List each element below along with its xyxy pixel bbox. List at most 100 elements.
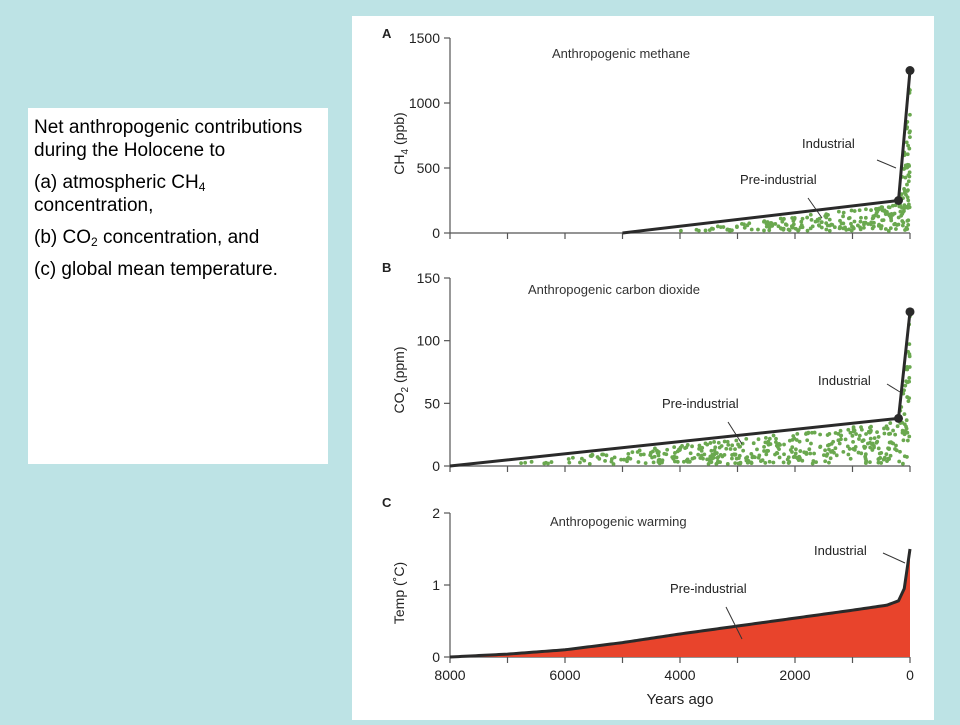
stipple-dot xyxy=(857,208,862,213)
stipple-dot xyxy=(869,428,873,433)
stipple-dot xyxy=(813,219,818,224)
stipple-dot xyxy=(762,444,766,449)
stipple-dot xyxy=(907,174,912,179)
stipple-dot xyxy=(869,424,873,429)
stipple-dot xyxy=(797,454,802,459)
stipple-dot xyxy=(742,222,746,227)
data-point-marker xyxy=(905,66,915,75)
stipple-dot xyxy=(751,441,756,446)
stipple-dot xyxy=(744,436,749,441)
stipple-dot xyxy=(907,146,912,151)
series-line xyxy=(449,548,912,659)
stipple-dot xyxy=(672,445,677,450)
stipple-dot xyxy=(848,430,853,435)
stipple-dot xyxy=(638,452,643,457)
stipple-dot xyxy=(853,444,858,449)
caption-item-a-sub: 4 xyxy=(198,180,206,194)
stipple-dot xyxy=(906,163,911,167)
stipple-dot xyxy=(767,224,772,229)
stipple-dot xyxy=(694,227,699,232)
stipple-dot xyxy=(825,433,830,437)
stipple-dot xyxy=(685,443,690,447)
data-point-marker xyxy=(894,413,903,423)
stipple-dot xyxy=(619,457,624,462)
stipple-dot xyxy=(756,455,761,460)
stipple-dot xyxy=(597,456,602,461)
stipple-dot xyxy=(837,441,842,446)
stipple-dot xyxy=(848,456,853,461)
stipple-dot xyxy=(905,182,909,187)
stipple-dot xyxy=(636,460,641,464)
stipple-dot xyxy=(900,223,905,228)
stipple-dot xyxy=(722,439,727,444)
stipple-dot xyxy=(849,228,854,233)
annotation-leader-pre-industrial xyxy=(725,606,743,640)
caption-box: Net anthropogenic contributions during t… xyxy=(28,108,328,464)
stipple-dot xyxy=(579,456,584,461)
stipple-dot xyxy=(891,428,895,433)
stipple-dot xyxy=(738,444,742,449)
stipple-dot xyxy=(888,453,893,458)
stipple-dot xyxy=(696,452,701,457)
y-tick-label: 150 xyxy=(417,270,441,286)
stipple-dot xyxy=(692,455,697,460)
caption-item-a-prefix: (a) atmospheric CH xyxy=(34,172,199,193)
stipple-dot xyxy=(660,458,665,463)
stipple-dot xyxy=(903,383,908,388)
stipple-dot xyxy=(888,226,893,231)
stipple-dot xyxy=(896,222,901,227)
stipple-dot xyxy=(905,430,910,435)
stipple-dot xyxy=(883,227,888,231)
stipple-dot xyxy=(762,219,767,224)
stipple-dot xyxy=(864,432,868,436)
stipple-dot xyxy=(823,459,828,464)
stipple-dot xyxy=(868,222,873,227)
stipple-dot xyxy=(733,461,738,466)
stipple-dot xyxy=(706,461,711,466)
stipple-dot xyxy=(872,436,877,441)
stipple-dot xyxy=(792,454,797,459)
stipple-dot xyxy=(863,461,868,466)
stipple-dot xyxy=(752,455,757,460)
stipple-dot xyxy=(846,427,851,432)
stipple-dot xyxy=(906,198,911,203)
stipple-dot xyxy=(734,456,739,461)
stipple-dot xyxy=(860,439,865,443)
stipple-dot xyxy=(893,432,898,437)
stipple-dot xyxy=(777,455,782,460)
y-tick-label: 50 xyxy=(424,395,440,411)
stipple-dot xyxy=(882,455,887,460)
stipple-dot xyxy=(810,430,814,435)
stipple-dot xyxy=(641,452,646,457)
stipple-dot xyxy=(879,224,884,228)
stipple-dot xyxy=(870,216,875,221)
stipple-dot xyxy=(749,460,754,465)
stipple-dot xyxy=(821,453,826,457)
stipple-dot xyxy=(898,449,902,454)
stipple-dot xyxy=(725,461,730,466)
annotation-industrial: Industrial xyxy=(814,543,867,558)
stipple-dot xyxy=(794,438,799,442)
stipple-dot xyxy=(688,451,693,456)
stipple-dot xyxy=(827,228,832,233)
data-point-marker xyxy=(905,307,915,317)
stipple-dot xyxy=(828,456,833,461)
stipple-dot xyxy=(857,433,862,438)
stipple-dot xyxy=(699,449,704,453)
stipple-dot xyxy=(859,427,864,432)
y-axis-label-main: Temp (˚C) xyxy=(391,562,407,624)
stipple-dot xyxy=(778,216,783,221)
stipple-dot xyxy=(678,445,683,450)
chart-panel-c: C Anthropogenic warming 0 1 2 Temp (˚C) 8000 60… xyxy=(382,495,914,708)
stipple-dot xyxy=(780,219,785,224)
annotation-industrial: Industrial xyxy=(818,373,871,388)
stipple-dot xyxy=(730,456,734,461)
stipple-dot xyxy=(903,175,908,180)
stipple-dot xyxy=(792,217,797,221)
stipple-dot xyxy=(824,227,829,232)
stipple-dot xyxy=(716,459,720,464)
stipple-dot xyxy=(699,453,704,458)
stipple-dot xyxy=(872,444,876,448)
stipple-dot xyxy=(712,448,717,453)
warming-area xyxy=(450,549,910,657)
